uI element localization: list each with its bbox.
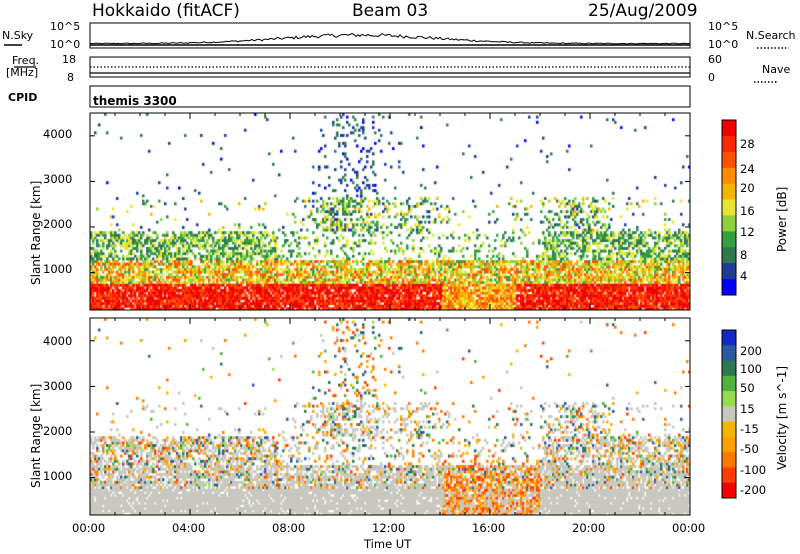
date-title: 25/Aug/2009 [588, 1, 698, 21]
xtick-0800: 08:00 [272, 521, 306, 535]
velocity-colorbar-swatch [722, 482, 736, 499]
velocity-ytick-3000: 3000 [43, 379, 73, 393]
velocity-colorbar-swatch [722, 360, 736, 377]
velocity-ytick-2000: 2000 [43, 424, 73, 438]
vel-cb-tick-50: 50 [740, 381, 755, 395]
velocity-ytick-1000: 1000 [43, 469, 73, 483]
nsearch-label: N.Search [746, 29, 796, 42]
nsearch-tick-top: 10^5 [708, 20, 739, 33]
xtick-2000: 20:00 [572, 521, 606, 535]
power-ytick-4000: 4000 [43, 127, 73, 141]
nsearch-tick-bottom: 10^0 [708, 38, 739, 51]
freq-label: Freq. [12, 54, 40, 67]
vel-cb-tick-m15: -15 [740, 422, 759, 436]
nsky-tick-top: 10^5 [50, 20, 81, 33]
vel-cb-tick-m100: -100 [740, 463, 767, 477]
velocity-colorbar-swatch [722, 467, 736, 484]
velocity-panel-frame [89, 317, 691, 516]
power-colorbar-frame [721, 119, 737, 296]
power-ytick-3000: 3000 [43, 172, 73, 186]
power-colorbar-swatch [722, 231, 736, 248]
velocity-colorbar-swatch [722, 345, 736, 362]
cpid-panel [89, 85, 691, 108]
velocity-colorbar-swatch [722, 421, 736, 438]
power-ylabel: Slant Range [km] [29, 180, 43, 285]
xtick-0400: 04:00 [172, 521, 206, 535]
power-heatmap [90, 113, 690, 310]
xtick-1600: 16:00 [472, 521, 506, 535]
power-cb-tick-20: 20 [740, 181, 755, 195]
power-cb-tick-28: 28 [740, 137, 755, 151]
velocity-ylabel: Slant Range [km] [29, 383, 43, 488]
velocity-colorbar-label: Velocity [m s^-1] [775, 365, 789, 470]
xtick-0000: 00:00 [72, 521, 106, 535]
power-colorbar-swatch [722, 183, 736, 201]
power-colorbar-swatch [722, 199, 736, 216]
nave-tick-top: 60 [708, 53, 722, 66]
vel-cb-tick-m200: -200 [740, 483, 767, 497]
power-colorbar-label: Power [dB] [775, 186, 789, 252]
power-ytick-2000: 2000 [43, 217, 73, 231]
vel-cb-tick-m50: -50 [740, 442, 759, 456]
nave-label: Nave [762, 63, 791, 76]
power-cb-tick-4: 4 [740, 269, 748, 283]
xtick-1200: 12:00 [372, 521, 406, 535]
nsky-panel [89, 22, 691, 49]
power-cb-tick-16: 16 [740, 204, 755, 218]
power-colorbar-swatch [722, 151, 736, 169]
nsky-trace [89, 32, 691, 45]
nave-tick-bottom: 0 [708, 71, 715, 84]
beam-title: Beam 03 [352, 1, 429, 21]
power-colorbar-swatch [722, 215, 736, 232]
velocity-colorbar-swatch [722, 436, 736, 453]
velocity-colorbar-swatch [722, 330, 736, 346]
power-colorbar-swatch [722, 279, 736, 296]
power-ytick-1000: 1000 [43, 262, 73, 276]
power-colorbar-swatch [722, 135, 736, 153]
xtick-0000-end: 00:00 [672, 521, 706, 535]
power-cb-tick-12: 12 [740, 225, 755, 239]
power-colorbar-swatch [722, 167, 736, 185]
cpid-label: CPID [8, 91, 38, 104]
power-cb-tick-24: 24 [740, 162, 755, 176]
nsky-tick-bottom: 10^0 [50, 38, 81, 51]
freq-tick-top: 18 [62, 53, 76, 66]
freq-tick-bottom: 8 [67, 71, 74, 84]
vel-cb-tick-200: 200 [740, 344, 762, 358]
station-title: Hokkaido (fitACF) [92, 1, 240, 21]
velocity-colorbar-swatch [722, 391, 736, 407]
power-panel-frame [89, 112, 691, 311]
x-axis-label: Time UT [364, 537, 412, 551]
vel-cb-tick-15: 15 [740, 402, 755, 416]
freq-unit: [MHz] [6, 66, 39, 79]
velocity-colorbar-swatch [722, 375, 736, 392]
power-colorbar-swatch [722, 120, 736, 137]
velocity-heatmap [90, 318, 690, 515]
power-colorbar-swatch [722, 247, 736, 264]
power-cb-tick-8: 8 [740, 248, 748, 262]
vel-cb-tick-100: 100 [740, 362, 762, 376]
nsky-label: N.Sky [2, 29, 34, 42]
velocity-colorbar-swatch [722, 406, 736, 423]
velocity-colorbar-frame [721, 329, 737, 499]
velocity-colorbar-swatch [722, 452, 736, 468]
power-colorbar-swatch [722, 263, 736, 280]
velocity-ytick-4000: 4000 [43, 334, 73, 348]
cpid-value: themis 3300 [93, 94, 177, 108]
